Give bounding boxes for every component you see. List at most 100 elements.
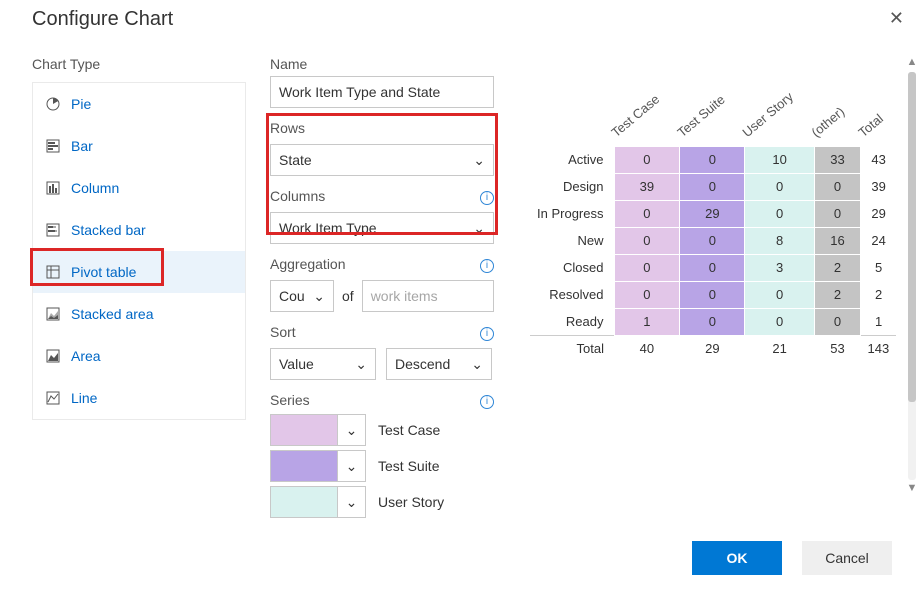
ok-button[interactable]: OK [692, 541, 782, 575]
sort-label: Sort [270, 324, 296, 340]
chart-type-item-stacked-area[interactable]: Stacked area [33, 293, 245, 335]
sort-field-select[interactable]: Value ⌄ [270, 348, 376, 380]
vertical-scrollbar[interactable]: ▲ ▼ [904, 56, 920, 496]
info-icon[interactable]: i [480, 259, 494, 273]
scroll-track[interactable] [908, 72, 916, 480]
series-label: User Story [378, 494, 444, 510]
pivot-cell: 2 [814, 281, 860, 308]
pivot-row-header: Resolved [530, 281, 614, 308]
info-icon[interactable]: i [480, 191, 494, 205]
chart-type-item-label: Stacked bar [71, 222, 146, 238]
pivot-cell: 0 [745, 308, 814, 335]
series-color-select[interactable]: ⌄ [270, 450, 366, 482]
pivot-cell: 0 [814, 173, 860, 200]
pivot-cell: 1 [614, 308, 680, 335]
name-input[interactable]: Work Item Type and State [270, 76, 494, 108]
pivot-total-cell: 21 [745, 335, 814, 362]
chevron-down-icon: ⌄ [346, 494, 358, 511]
pivot-cell: 2 [861, 281, 896, 308]
chevron-down-icon: ⌄ [473, 220, 485, 237]
pivot-cell: 0 [614, 227, 680, 254]
pivot-cell: 0 [680, 227, 745, 254]
pivot-cell: 0 [614, 200, 680, 227]
chart-type-item-label: Line [71, 390, 97, 406]
chart-type-list: Pie Bar Column Stacked bar [32, 82, 246, 420]
cancel-button[interactable]: Cancel [802, 541, 892, 575]
pivot-cell: 39 [614, 173, 680, 200]
series-row: ⌄ Test Case [270, 412, 494, 448]
aggregation-field-input[interactable]: work items [362, 280, 494, 312]
chevron-down-icon: ⌄ [346, 422, 358, 439]
pivot-cell: 0 [814, 200, 860, 227]
pivot-cell: 0 [745, 173, 814, 200]
series-swatch [271, 415, 337, 445]
cancel-button-label: Cancel [825, 550, 869, 566]
info-icon[interactable]: i [480, 327, 494, 341]
scroll-thumb[interactable] [908, 72, 916, 402]
name-label: Name [270, 56, 494, 72]
ok-button-label: OK [727, 550, 748, 566]
chart-type-item-label: Pivot table [71, 264, 136, 280]
stacked-area-icon [45, 306, 61, 322]
chart-type-item-label: Bar [71, 138, 93, 154]
pivot-cell: 39 [861, 173, 896, 200]
chart-type-item-line[interactable]: Line [33, 377, 245, 419]
chart-type-item-pivot-table[interactable]: Pivot table [33, 251, 245, 293]
aggregation-select[interactable]: Cou ⌄ [270, 280, 334, 312]
chart-type-item-bar[interactable]: Bar [33, 125, 245, 167]
columns-select[interactable]: Work Item Type ⌄ [270, 212, 494, 244]
scroll-down-icon[interactable]: ▼ [907, 482, 918, 496]
chart-type-item-column[interactable]: Column [33, 167, 245, 209]
pivot-total-cell: 40 [614, 335, 680, 362]
pivot-row-header: Design [530, 173, 614, 200]
series-swatch [271, 487, 337, 517]
stacked-bar-icon [45, 222, 61, 238]
pivot-total-cell: 143 [861, 335, 896, 362]
chevron-down-icon: ⌄ [313, 288, 325, 305]
pivot-preview: Test CaseTest SuiteUser Story(other)Tota… [530, 90, 866, 362]
of-label: of [342, 288, 354, 304]
pie-icon [45, 96, 61, 112]
pivot-table: Test CaseTest SuiteUser Story(other)Tota… [530, 90, 896, 362]
pivot-total-cell: 29 [680, 335, 745, 362]
config-panel: Name Work Item Type and State Rows State… [270, 56, 494, 520]
configure-chart-dialog: Configure Chart ✕ Chart Type Pie Bar [0, 0, 922, 593]
chart-type-item-stacked-bar[interactable]: Stacked bar [33, 209, 245, 251]
chart-type-item-label: Stacked area [71, 306, 154, 322]
pivot-table-icon [45, 264, 61, 280]
chart-type-item-area[interactable]: Area [33, 335, 245, 377]
series-swatch [271, 451, 337, 481]
scroll-up-icon[interactable]: ▲ [907, 56, 918, 70]
sort-direction-select[interactable]: Descend ⌄ [386, 348, 492, 380]
dialog-footer: OK Cancel [692, 541, 892, 575]
line-icon [45, 390, 61, 406]
sort-field-value: Value [279, 356, 314, 372]
dialog-title: Configure Chart [32, 8, 173, 31]
pivot-cell: 0 [745, 200, 814, 227]
chart-type-item-label: Area [71, 348, 101, 364]
chart-type-item-pie[interactable]: Pie [33, 83, 245, 125]
rows-select-value: State [279, 152, 312, 168]
chart-type-item-label: Pie [71, 96, 91, 112]
pivot-total-label: Total [530, 335, 614, 362]
info-icon[interactable]: i [480, 395, 494, 409]
name-input-value: Work Item Type and State [279, 84, 440, 100]
pivot-row-header: Closed [530, 254, 614, 281]
series-label: Test Case [378, 422, 440, 438]
chart-type-panel: Chart Type Pie Bar Column [32, 56, 246, 420]
pivot-row-header: Ready [530, 308, 614, 335]
series-color-select[interactable]: ⌄ [270, 486, 366, 518]
aggregation-label: Aggregation [270, 256, 346, 272]
chevron-down-icon: ⌄ [473, 152, 485, 169]
series-color-select[interactable]: ⌄ [270, 414, 366, 446]
chevron-down-icon: ⌄ [471, 356, 483, 373]
pivot-row-header: In Progress [530, 200, 614, 227]
aggregation-select-value: Cou [279, 288, 305, 304]
rows-select[interactable]: State ⌄ [270, 144, 494, 176]
series-row: ⌄Test Suite [270, 448, 494, 484]
pivot-col-header: (other) [814, 90, 860, 146]
pivot-cell: 43 [861, 146, 896, 173]
pivot-cell: 0 [614, 254, 680, 281]
pivot-cell: 2 [814, 254, 860, 281]
close-icon[interactable]: ✕ [889, 8, 904, 29]
